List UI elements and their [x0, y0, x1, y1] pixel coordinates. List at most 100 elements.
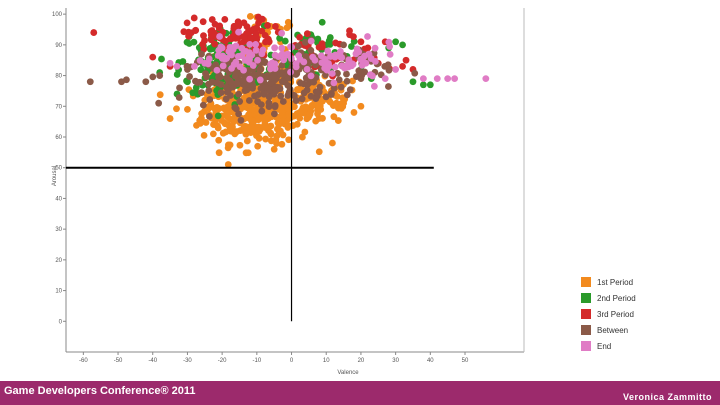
- x-tick-label: 30: [392, 358, 399, 364]
- data-point: [173, 71, 181, 78]
- legend: 1st Period 2nd Period 3rd Period Between…: [581, 274, 636, 354]
- data-point: [253, 33, 260, 41]
- data-point: [364, 44, 372, 52]
- data-point: [262, 83, 269, 91]
- data-point: [385, 83, 392, 90]
- data-point: [303, 65, 311, 73]
- data-point: [248, 51, 256, 59]
- data-point: [149, 73, 157, 81]
- data-point: [309, 53, 317, 61]
- data-point: [176, 84, 183, 92]
- data-point: [205, 103, 213, 111]
- y-tick-label: 70: [55, 104, 62, 110]
- data-point: [357, 38, 365, 46]
- data-point: [302, 53, 310, 60]
- data-point: [411, 69, 419, 77]
- legend-item: End: [581, 338, 636, 354]
- data-point: [221, 37, 229, 45]
- data-point: [279, 131, 287, 139]
- data-point: [217, 89, 225, 97]
- data-point: [225, 48, 233, 56]
- data-point: [190, 14, 198, 22]
- data-point: [346, 86, 354, 94]
- x-tick-label: -10: [252, 358, 261, 364]
- data-point: [255, 134, 263, 142]
- data-point: [156, 72, 164, 79]
- data-point: [284, 92, 292, 99]
- data-point: [200, 107, 208, 115]
- data-point: [214, 52, 222, 59]
- data-point: [142, 78, 150, 86]
- data-point: [287, 43, 294, 51]
- legend-swatch: [581, 293, 591, 303]
- data-point: [241, 87, 249, 95]
- x-tick-label: 20: [358, 358, 365, 364]
- data-point: [306, 110, 314, 118]
- data-point: [156, 91, 164, 99]
- data-point: [221, 119, 228, 127]
- data-point: [278, 50, 286, 58]
- x-tick-label: -60: [79, 358, 88, 364]
- footer-author: Veronica Zammitto: [622, 392, 712, 402]
- series-end: [166, 28, 490, 90]
- data-point: [328, 70, 336, 77]
- data-point: [272, 87, 280, 95]
- reference-lines: [66, 8, 434, 322]
- data-point: [200, 131, 208, 139]
- data-point: [209, 130, 217, 138]
- data-point: [316, 83, 324, 91]
- data-point: [249, 126, 256, 134]
- data-point: [357, 102, 365, 110]
- data-point: [419, 81, 427, 89]
- data-point: [227, 78, 235, 86]
- data-point: [292, 96, 300, 104]
- data-point: [184, 66, 191, 73]
- data-point: [192, 26, 200, 34]
- data-point: [271, 102, 279, 109]
- data-point: [296, 109, 304, 116]
- data-point: [278, 109, 286, 116]
- data-point: [350, 109, 358, 116]
- data-point: [285, 136, 293, 144]
- data-point: [254, 56, 261, 64]
- legend-label: 2nd Period: [597, 293, 636, 303]
- data-point: [235, 28, 242, 36]
- data-point: [357, 75, 365, 83]
- data-point: [409, 78, 417, 86]
- legend-swatch: [581, 341, 591, 351]
- y-tick-label: 40: [55, 196, 62, 202]
- data-point: [335, 76, 343, 84]
- data-point: [250, 106, 258, 114]
- data-point: [318, 40, 326, 48]
- data-point: [343, 77, 351, 85]
- legend-label: 3rd Period: [597, 309, 634, 319]
- data-point: [326, 34, 334, 41]
- data-point: [307, 46, 315, 54]
- data-point: [254, 142, 262, 150]
- data-point: [240, 123, 248, 131]
- data-point: [349, 77, 356, 85]
- data-point: [286, 86, 294, 93]
- data-point: [262, 135, 270, 143]
- data-point: [213, 66, 221, 74]
- data-point: [332, 39, 340, 47]
- data-point: [317, 106, 325, 113]
- y-tick-label: 80: [55, 74, 62, 80]
- data-point: [205, 87, 213, 94]
- data-point: [201, 59, 209, 67]
- x-tick-label: 40: [427, 358, 434, 364]
- data-point: [210, 29, 218, 37]
- footer-bar: [0, 381, 720, 405]
- y-tick-label: 100: [52, 12, 63, 18]
- y-tick-label: 60: [55, 135, 62, 141]
- data-point: [371, 44, 379, 52]
- data-point: [402, 56, 410, 64]
- data-point: [254, 13, 262, 21]
- data-point: [282, 104, 290, 112]
- x-tick-label: 50: [462, 358, 469, 364]
- data-point: [419, 75, 427, 83]
- data-point: [482, 75, 490, 83]
- data-point: [350, 33, 357, 41]
- legend-item: 3rd Period: [581, 306, 636, 322]
